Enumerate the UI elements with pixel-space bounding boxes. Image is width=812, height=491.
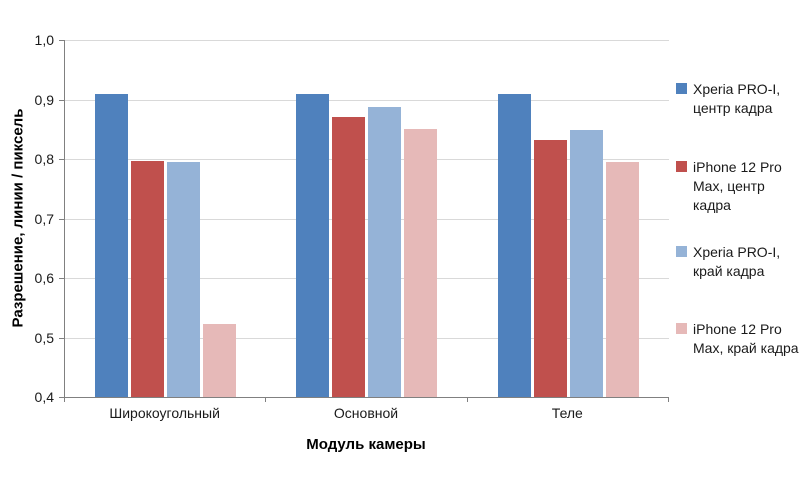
- x-tick-mark: [265, 398, 267, 402]
- legend-label: iPhone 12 Pro Max, край кадра: [693, 321, 799, 356]
- legend-entry: Xperia PRO-I, край кадра: [676, 243, 799, 281]
- x-tick-mark: [668, 398, 669, 402]
- y-tick-label: 0,5: [34, 329, 54, 346]
- bar-series3-cat3: [569, 130, 603, 397]
- y-tick-mark: [59, 159, 64, 160]
- y-tick-mark: [59, 278, 64, 279]
- x-tick-mark: [466, 398, 468, 402]
- legend-marker: [676, 323, 687, 334]
- bar-series3-cat2: [368, 106, 402, 397]
- bar-series1-cat2: [296, 93, 330, 397]
- plot-area: [64, 40, 669, 398]
- gridline: [65, 40, 669, 41]
- gridline: [65, 278, 669, 279]
- bar-series4-cat1: [203, 323, 237, 397]
- bar-group: [95, 93, 237, 397]
- bar-series3-cat1: [167, 161, 201, 397]
- bar-series2-cat3: [533, 139, 567, 397]
- gridline: [65, 99, 669, 101]
- legend-entry: iPhone 12 Pro Max, центр кадра: [676, 158, 799, 215]
- legend-label: Xperia PRO-I, центр кадра: [693, 81, 781, 116]
- gridline: [65, 218, 669, 220]
- legend-marker: [676, 246, 687, 257]
- bar-series1-cat1: [95, 93, 129, 397]
- y-tick-mark: [59, 218, 64, 220]
- bar-group: [296, 93, 438, 397]
- bar-series2-cat1: [131, 160, 165, 397]
- y-tick-label: 1,0: [34, 32, 54, 48]
- legend-entry: iPhone 12 Pro Max, край кадра: [676, 320, 799, 358]
- y-tick-label: 0,7: [34, 210, 54, 227]
- bar-series2-cat2: [332, 117, 366, 397]
- gridline: [65, 159, 669, 160]
- bar-series4-cat3: [605, 161, 639, 397]
- x-tick-label: Широкоугольный: [109, 405, 220, 421]
- x-tick-mark: [64, 398, 65, 402]
- y-tick-mark: [59, 337, 64, 339]
- legend-label: Xperia PRO-I, край кадра: [693, 244, 781, 279]
- bar-series1-cat3: [497, 93, 531, 397]
- gridline: [65, 337, 669, 339]
- legend-entry: Xperia PRO-I, центр кадра: [676, 80, 799, 118]
- y-tick-label: 0,4: [34, 389, 54, 405]
- y-tick-label: 0,8: [34, 151, 54, 167]
- y-tick-mark: [59, 40, 64, 41]
- x-axis-title: Модуль камеры: [306, 436, 426, 453]
- x-tick-label: Основной: [333, 405, 399, 421]
- bar-groups: [65, 40, 669, 397]
- y-tick-mark: [59, 99, 64, 101]
- y-tick-mark: [59, 397, 64, 398]
- y-tick-label: 0,9: [34, 91, 54, 108]
- legend-marker: [676, 161, 687, 172]
- x-tick-label: Теле: [551, 405, 583, 421]
- y-tick-label: 0,6: [34, 270, 54, 286]
- legend: Xperia PRO-I, центр кадра iPhone 12 Pro M…: [676, 0, 810, 491]
- legend-marker: [676, 83, 687, 94]
- bar-series4-cat2: [404, 129, 438, 397]
- bar-group: [497, 93, 639, 397]
- legend-label: iPhone 12 Pro Max, центр кадра: [693, 159, 782, 213]
